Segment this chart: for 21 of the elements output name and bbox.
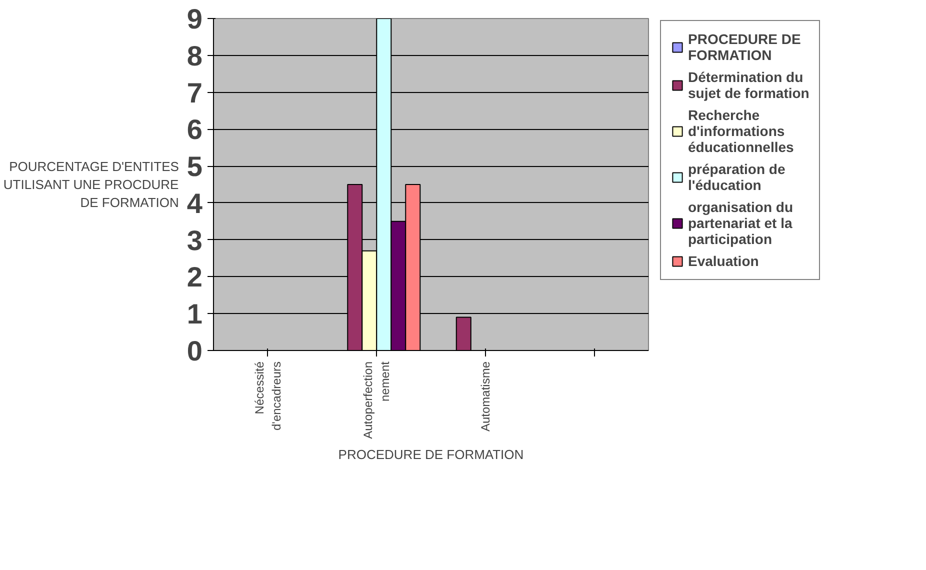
y-tick-label: 9 [186, 4, 203, 34]
y-axis-title: POURCENTAGE D'ENTITES UTILISANT UNE PROCDURE DE FORMATION [3, 159, 180, 210]
x-axis-title: PROCEDURE DE FORMATION [338, 446, 524, 462]
y-tick-label: 2 [186, 262, 203, 293]
legend-label: PROCEDURE DE FORMATION [688, 31, 801, 63]
y-tick-label: 1 [186, 298, 203, 330]
legend-label: Détermination du sujet de formation [688, 69, 810, 101]
y-tick-label: 6 [186, 114, 203, 146]
y-tick-label: 3 [186, 224, 203, 256]
x-tick-label: Automatisme [478, 361, 492, 432]
x-tick-label: Nécessité d'encadreurs [252, 361, 284, 430]
y-tick-label: 0 [186, 336, 203, 366]
legend-label: Recherche d'informations éducationnelles [688, 107, 794, 155]
legend-label: préparation de l'éducation [688, 161, 786, 193]
x-tick-label: Autoperfectionnement [361, 360, 392, 439]
legend-label: organisation du partenariat et la participation [688, 199, 793, 247]
y-tick-label: 5 [186, 151, 203, 182]
y-tick-label: 8 [186, 40, 203, 72]
y-tick-label: 7 [186, 77, 203, 108]
legend-label: Evaluation [688, 253, 759, 269]
y-tick-label: 4 [186, 188, 203, 219]
